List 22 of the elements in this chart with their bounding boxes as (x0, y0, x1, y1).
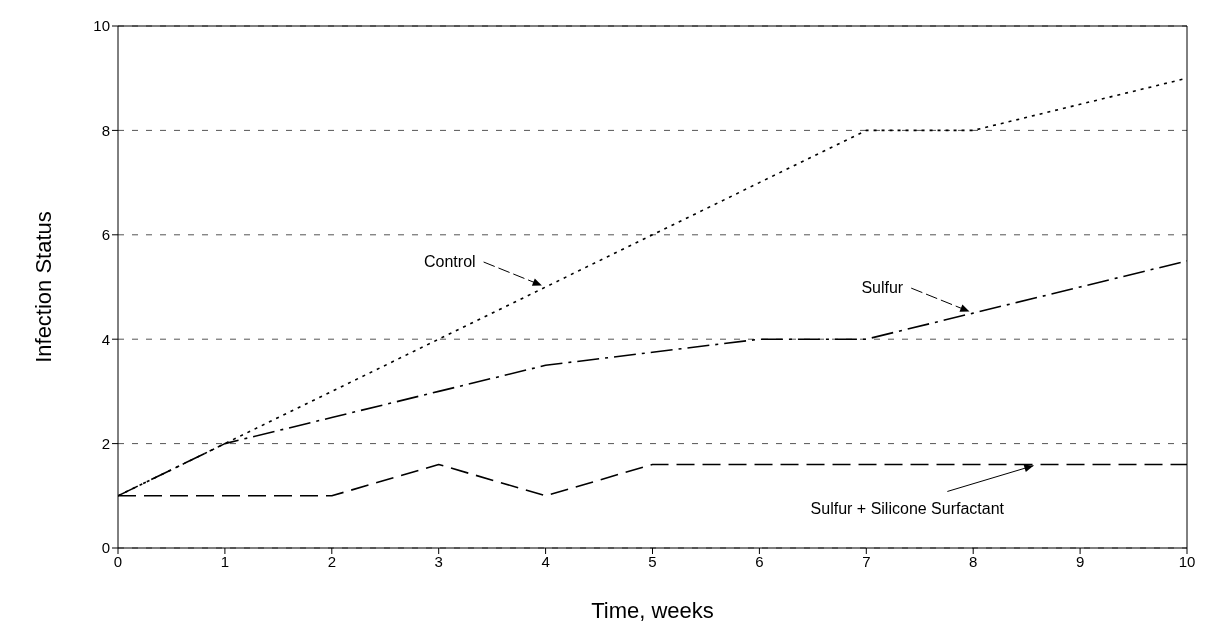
x-tick-label: 9 (1075, 552, 1085, 570)
x-tick-label: 3 (434, 552, 443, 570)
x-tick-label: 6 (755, 552, 764, 570)
y-axis-title: Infection Status (30, 211, 56, 363)
x-tick-label: 2 (327, 552, 336, 570)
annotation: Sulfur (861, 279, 904, 297)
y-tick-label: 6 (101, 226, 110, 244)
x-tick-label: 8 (969, 552, 978, 570)
x-tick-label: 7 (862, 552, 871, 570)
y-tick-label: 0 (101, 539, 110, 557)
y-tick-label: 8 (101, 121, 110, 139)
x-tick-label: 4 (541, 552, 550, 570)
x-axis-title: Time, weeks (591, 598, 714, 623)
x-tick-label: 10 (1178, 552, 1196, 570)
y-tick-label: 2 (101, 434, 110, 452)
x-tick-label: 5 (648, 552, 657, 570)
y-tick-label: 10 (93, 17, 110, 35)
y-tick-label: 4 (101, 330, 110, 348)
annotation: Control (424, 253, 476, 270)
x-tick-label: 0 (113, 552, 123, 570)
x-tick-label: 1 (220, 552, 230, 570)
annotation: Sulfur + Silicone Surfactant (810, 500, 1005, 518)
